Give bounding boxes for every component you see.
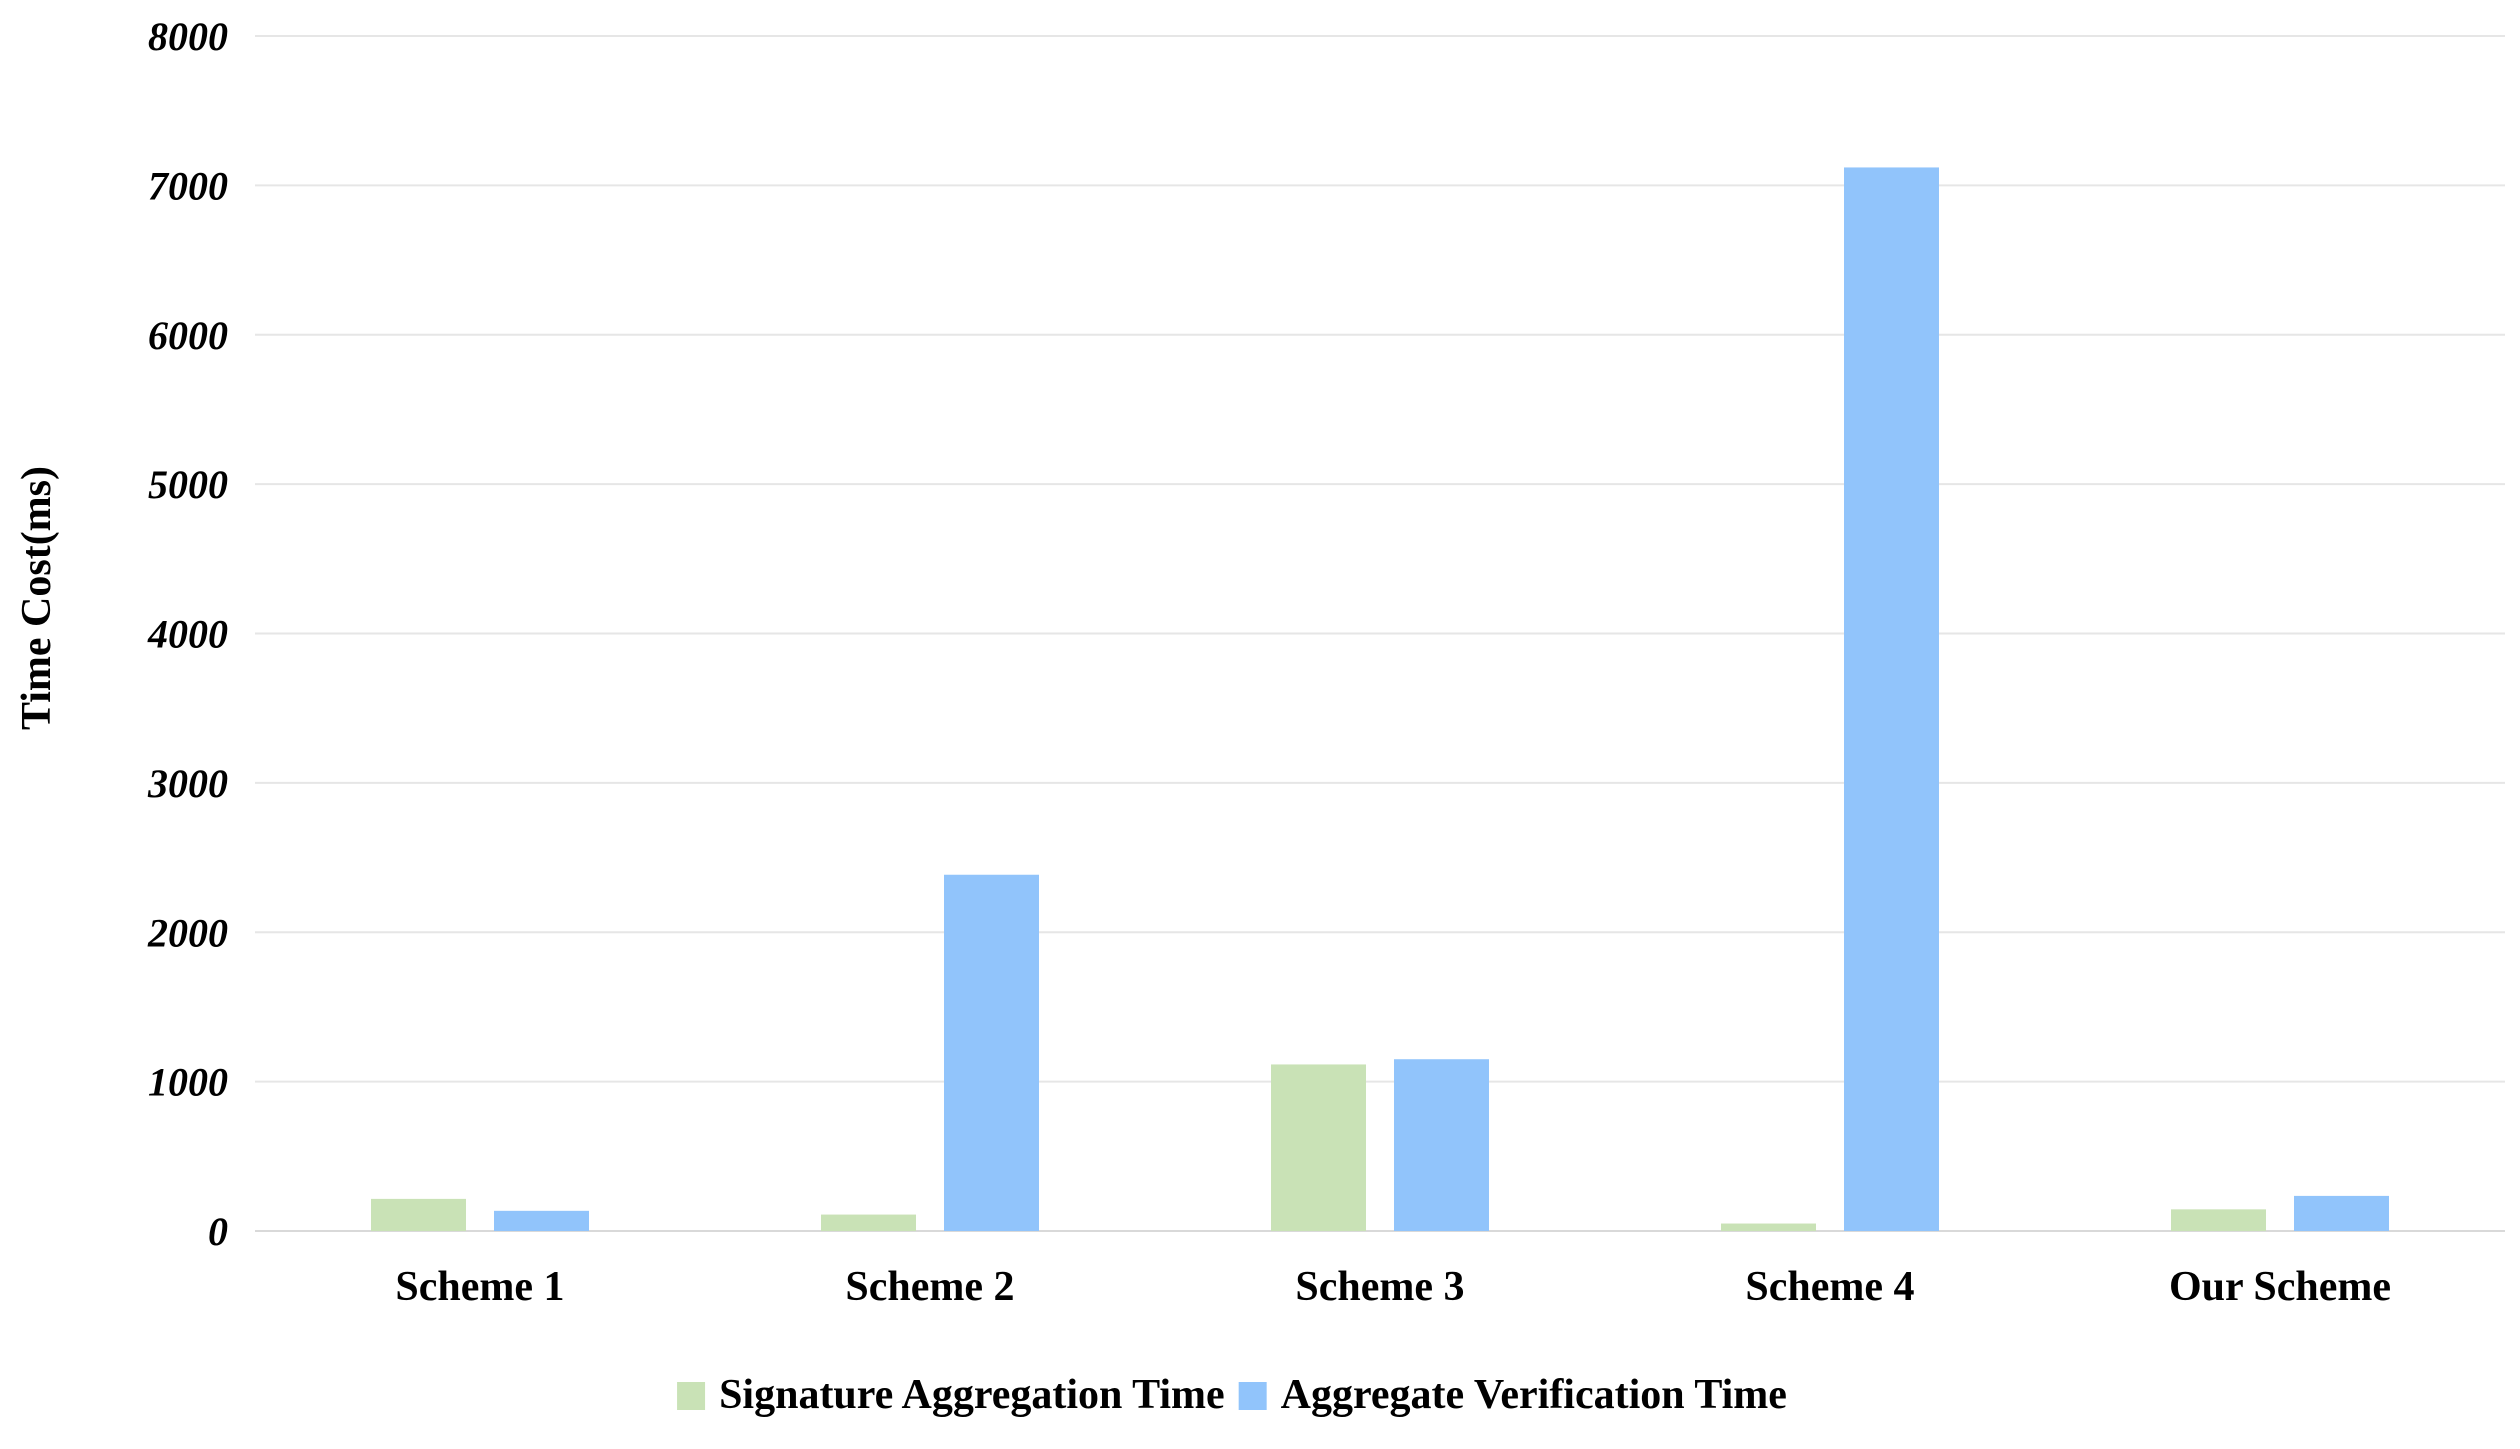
bar-aggregate-verification: [944, 874, 1039, 1231]
y-tick-label: 5000: [148, 462, 228, 507]
y-tick-label: 6000: [148, 313, 228, 358]
bar-signature-aggregation: [371, 1198, 466, 1231]
bar-signature-aggregation: [821, 1214, 916, 1231]
legend-label: Aggregate Verification Time: [1281, 1372, 1787, 1418]
y-axis-title: Time Cost(ms): [14, 466, 60, 730]
bar-aggregate-verification: [494, 1210, 589, 1231]
y-tick-label: 8000: [148, 14, 228, 59]
legend: Signature Aggregation Time Aggregate Veri…: [677, 1372, 1787, 1418]
bar-signature-aggregation: [2171, 1209, 2266, 1231]
x-tick-label: Scheme 4: [1745, 1264, 1914, 1310]
gridlines: [255, 35, 2505, 1232]
bars: [371, 167, 2389, 1232]
y-tick-label: 0: [208, 1209, 228, 1254]
x-axis-ticks: Scheme 1 Scheme 2 Scheme 3 Scheme 4 Our Sche…: [395, 1264, 2391, 1310]
bar-signature-aggregation: [1271, 1064, 1366, 1231]
legend-swatch: [1238, 1382, 1267, 1410]
x-tick-label: Scheme 3: [1295, 1264, 1464, 1310]
y-tick-label: 1000: [148, 1060, 228, 1105]
y-tick-label: 3000: [147, 761, 228, 806]
y-tick-label: 4000: [147, 612, 228, 657]
y-tick-label: 2000: [147, 910, 228, 955]
bar-aggregate-verification: [1844, 167, 1939, 1232]
x-tick-label: Scheme 1: [395, 1264, 564, 1310]
bar-signature-aggregation: [1721, 1223, 1816, 1231]
legend-label: Signature Aggregation Time: [719, 1372, 1225, 1418]
x-tick-label: Our Scheme: [2169, 1264, 2391, 1310]
bar-aggregate-verification: [2294, 1195, 2389, 1231]
y-axis-ticks: 0 1000 2000 3000 4000 5000 6000 7000 8000: [147, 14, 228, 1254]
bar-aggregate-verification: [1394, 1059, 1489, 1231]
legend-swatch: [677, 1382, 706, 1410]
x-tick-label: Scheme 2: [845, 1264, 1014, 1310]
y-tick-label: 7000: [148, 163, 228, 208]
